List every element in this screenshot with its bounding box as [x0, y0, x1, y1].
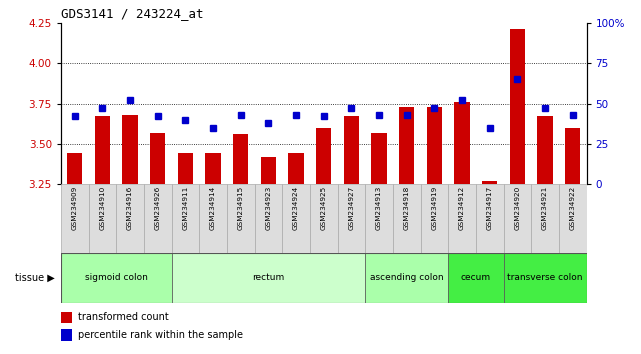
Text: transformed count: transformed count [78, 312, 169, 322]
Bar [393, 184, 420, 253]
Bar [565, 128, 580, 184]
Bar [504, 253, 587, 303]
Bar [448, 184, 476, 253]
Bar [448, 253, 504, 303]
Text: sigmoid colon: sigmoid colon [85, 273, 147, 282]
Bar [116, 184, 144, 253]
Text: GSM234921: GSM234921 [542, 186, 548, 230]
Bar [504, 184, 531, 253]
Text: rectum: rectum [253, 273, 285, 282]
Text: GSM234927: GSM234927 [348, 186, 354, 230]
Text: GSM234918: GSM234918 [404, 186, 410, 230]
Text: GSM234910: GSM234910 [99, 186, 105, 230]
Text: GSM234922: GSM234922 [570, 186, 576, 230]
Text: GSM234924: GSM234924 [293, 186, 299, 230]
Bar [482, 181, 497, 184]
Bar [559, 184, 587, 253]
Bar [344, 116, 359, 184]
Bar [261, 157, 276, 184]
Bar [205, 154, 221, 184]
Bar [233, 134, 248, 184]
Bar [338, 184, 365, 253]
Bar [227, 184, 254, 253]
Bar [365, 184, 393, 253]
Bar [537, 116, 553, 184]
Bar [61, 253, 172, 303]
Text: GSM234920: GSM234920 [514, 186, 520, 230]
Bar [61, 329, 72, 341]
Bar [531, 184, 559, 253]
Text: ascending colon: ascending colon [370, 273, 444, 282]
Bar [420, 184, 448, 253]
Text: cecum: cecum [461, 273, 491, 282]
Bar [288, 154, 304, 184]
Text: GSM234919: GSM234919 [431, 186, 437, 230]
Bar [316, 128, 331, 184]
Bar [172, 253, 365, 303]
Bar [172, 184, 199, 253]
Bar [371, 132, 387, 184]
Text: GSM234914: GSM234914 [210, 186, 216, 230]
Bar [254, 184, 282, 253]
Bar [144, 184, 172, 253]
Text: tissue ▶: tissue ▶ [15, 273, 54, 283]
Bar [67, 154, 82, 184]
Text: GSM234913: GSM234913 [376, 186, 382, 230]
Bar [427, 107, 442, 184]
Bar [310, 184, 338, 253]
Text: GSM234925: GSM234925 [320, 186, 327, 230]
Bar [199, 184, 227, 253]
Bar [150, 132, 165, 184]
Bar [178, 154, 193, 184]
Bar [61, 184, 88, 253]
Text: percentile rank within the sample: percentile rank within the sample [78, 330, 243, 340]
Text: GSM234911: GSM234911 [183, 186, 188, 230]
Text: GSM234912: GSM234912 [459, 186, 465, 230]
Bar [510, 29, 525, 184]
Text: GSM234916: GSM234916 [127, 186, 133, 230]
Text: GSM234923: GSM234923 [265, 186, 271, 230]
Bar [282, 184, 310, 253]
Text: GSM234909: GSM234909 [72, 186, 78, 230]
Bar [365, 253, 448, 303]
Bar [61, 312, 72, 323]
Bar [95, 116, 110, 184]
Bar [88, 184, 116, 253]
Bar [454, 102, 470, 184]
Text: GSM234915: GSM234915 [238, 186, 244, 230]
Text: GSM234917: GSM234917 [487, 186, 493, 230]
Bar [399, 107, 414, 184]
Text: GDS3141 / 243224_at: GDS3141 / 243224_at [61, 7, 203, 21]
Text: transverse colon: transverse colon [507, 273, 583, 282]
Bar [122, 115, 138, 184]
Text: GSM234926: GSM234926 [154, 186, 161, 230]
Bar [476, 184, 504, 253]
